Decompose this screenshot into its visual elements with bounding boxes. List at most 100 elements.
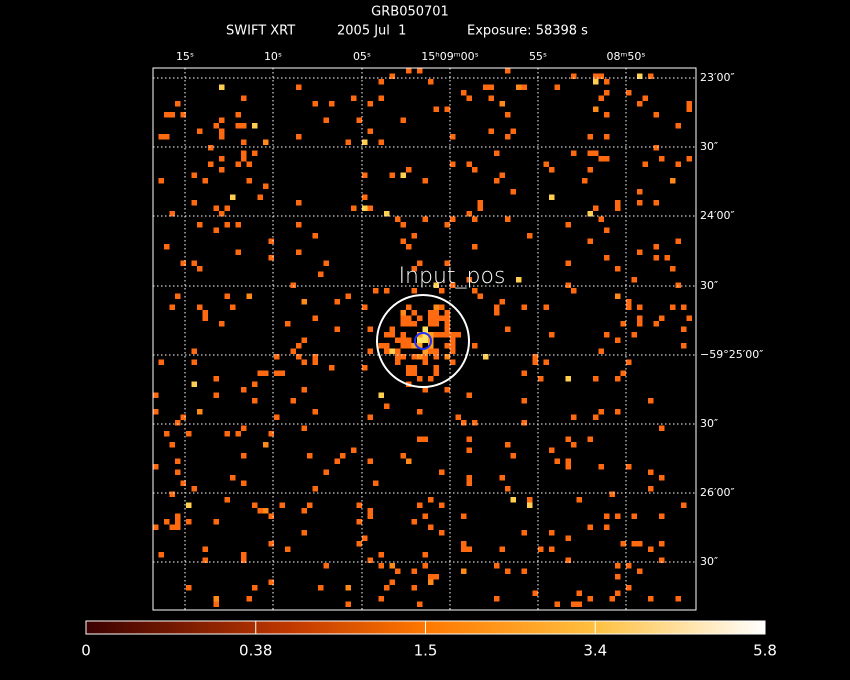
event-pixel — [191, 381, 197, 387]
event-pixel — [483, 84, 489, 90]
event-pixel — [411, 370, 417, 376]
event-pixel — [241, 480, 247, 486]
event-pixel — [153, 464, 159, 470]
event-pixel — [659, 156, 665, 162]
event-pixel — [323, 563, 329, 569]
event-pixel — [571, 150, 577, 156]
event-pixel — [274, 370, 280, 376]
event-pixel — [197, 222, 203, 228]
event-pixel — [411, 266, 417, 272]
event-pixel — [202, 310, 208, 316]
event-pixel — [164, 134, 170, 140]
event-pixel — [389, 172, 395, 178]
event-pixel — [587, 238, 593, 244]
ra-label: 15ˢ — [176, 50, 194, 63]
event-pixel — [169, 442, 175, 448]
event-pixel — [329, 365, 335, 371]
event-pixel — [510, 453, 516, 459]
event-pixel — [433, 106, 439, 112]
dec-label: 23′00″ — [700, 71, 735, 84]
event-pixel — [356, 541, 362, 547]
event-pixel — [615, 200, 621, 206]
event-pixel — [263, 442, 269, 448]
event-pixel — [521, 370, 527, 376]
event-pixel — [681, 304, 687, 310]
event-pixel — [549, 167, 555, 173]
colorbar-label: 0 — [81, 642, 91, 660]
event-pixel — [257, 508, 263, 514]
event-pixel — [642, 95, 648, 101]
event-pixel — [433, 315, 439, 321]
event-pixel — [318, 271, 324, 277]
event-pixel — [301, 337, 307, 343]
event-pixel — [450, 337, 456, 343]
event-pixel — [224, 497, 230, 503]
event-pixel — [587, 211, 593, 217]
event-pixel — [367, 458, 373, 464]
event-pixel — [384, 332, 390, 338]
event-pixel — [406, 337, 412, 343]
event-pixel — [571, 73, 577, 79]
event-pixel — [505, 134, 511, 140]
event-pixel — [422, 563, 428, 569]
event-pixel — [197, 266, 203, 272]
event-pixel — [175, 519, 181, 525]
event-pixel — [230, 475, 236, 481]
event-pixel — [444, 106, 450, 112]
event-pixel — [604, 90, 610, 96]
event-pixel — [384, 348, 390, 354]
event-pixel — [417, 260, 423, 266]
event-pixel — [422, 354, 428, 360]
event-pixel — [527, 233, 533, 239]
colorbar-label: 5.8 — [753, 642, 777, 660]
event-pixel — [549, 546, 555, 552]
event-pixel — [626, 359, 632, 365]
event-pixel — [235, 112, 241, 118]
event-pixel — [433, 574, 439, 580]
ra-label: 05ˢ — [353, 50, 371, 63]
event-pixel — [279, 502, 285, 508]
event-pixel — [312, 354, 318, 360]
event-pixel — [428, 332, 434, 338]
event-pixel — [521, 568, 527, 574]
event-pixel — [510, 189, 516, 195]
event-pixel — [362, 535, 368, 541]
event-pixel — [631, 332, 637, 338]
event-pixel — [472, 420, 478, 426]
event-pixel — [631, 541, 637, 547]
event-pixel — [417, 409, 423, 415]
event-pixel — [554, 84, 560, 90]
event-pixel — [301, 387, 307, 393]
event-pixel — [213, 376, 219, 382]
event-pixel — [593, 73, 599, 79]
event-pixel — [378, 392, 384, 398]
event-pixel — [450, 359, 456, 365]
event-pixel — [285, 321, 291, 327]
event-pixel — [543, 359, 549, 365]
event-pixel — [312, 486, 318, 492]
event-pixel — [224, 205, 230, 211]
event-pixel — [450, 134, 456, 140]
event-pixel — [175, 469, 181, 475]
event-pixel — [543, 304, 549, 310]
event-pixel — [521, 84, 527, 90]
event-pixel — [197, 409, 203, 415]
colorbar-label: 1.5 — [414, 642, 438, 660]
event-pixel — [494, 596, 500, 602]
event-pixel — [362, 304, 368, 310]
event-pixel — [521, 530, 527, 536]
event-pixel — [499, 475, 505, 481]
event-pixel — [466, 161, 472, 167]
event-pixel — [587, 524, 593, 530]
event-pixel — [615, 205, 621, 211]
event-pixel — [466, 392, 472, 398]
event-pixel — [296, 134, 302, 140]
event-pixel — [191, 348, 197, 354]
event-pixel — [323, 469, 329, 475]
dec-label: 30″ — [700, 417, 718, 430]
event-pixel — [378, 139, 384, 145]
event-pixel — [378, 596, 384, 602]
event-pixel — [411, 321, 417, 327]
event-pixel — [230, 194, 236, 200]
